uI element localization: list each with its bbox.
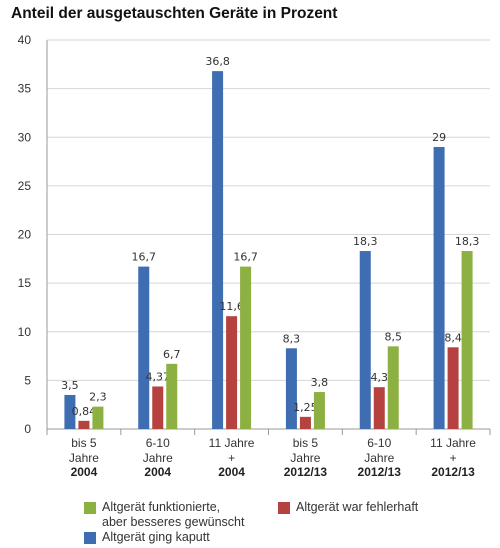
y-tick-label: 5 <box>24 373 31 387</box>
data-label: 4,3 <box>371 371 389 384</box>
bar <box>240 266 252 429</box>
bar <box>285 348 297 429</box>
y-tick-label: 40 <box>18 33 32 47</box>
x-category-label: Jahre <box>290 451 320 465</box>
data-label: 36,8 <box>205 55 230 68</box>
bar <box>433 146 445 429</box>
data-label: 3,5 <box>61 379 79 392</box>
x-category-label: 11 Jahre <box>209 436 255 450</box>
x-group-label: 2004 <box>218 465 245 479</box>
data-label: 8,5 <box>385 330 403 343</box>
data-label: 18,3 <box>353 235 378 248</box>
x-group-label: 2012/13 <box>358 465 402 479</box>
data-label: 18,3 <box>455 235 480 248</box>
data-label: 29 <box>432 131 446 144</box>
bar <box>447 347 459 429</box>
x-category-label: Jahre <box>143 451 173 465</box>
data-label: 16,7 <box>233 251 258 264</box>
y-tick-label: 10 <box>18 325 32 339</box>
bar <box>152 386 164 429</box>
legend-swatch-fehlerhaft <box>278 502 290 514</box>
y-tick-label: 25 <box>18 179 32 193</box>
bar <box>166 363 178 429</box>
data-label: 2,3 <box>89 391 107 404</box>
y-tick-label: 35 <box>18 82 32 96</box>
bar <box>78 420 90 429</box>
bar <box>313 392 325 429</box>
legend-item-funktionierte: Altgerät funktionierte, aber besseres ge… <box>84 500 244 530</box>
x-category-label: 6-10 <box>146 436 170 450</box>
legend-swatch-funktionierte <box>84 502 96 514</box>
x-category-label: + <box>450 451 457 465</box>
x-category-label: Jahre <box>69 451 99 465</box>
legend-label-funktionierte: Altgerät funktionierte, aber besseres ge… <box>102 500 245 529</box>
x-category-label: Jahre <box>364 451 394 465</box>
x-group-label: 2012/13 <box>431 465 475 479</box>
data-label: 11,6 <box>219 300 244 313</box>
legend-label-fehlerhaft: Altgerät war fehlerhaft <box>296 500 419 514</box>
bar <box>387 346 399 429</box>
x-category-label: + <box>228 451 235 465</box>
data-label: 1,25 <box>293 401 318 414</box>
x-group-label: 2012/13 <box>284 465 328 479</box>
legend-item-fehlerhaft: Altgerät war fehlerhaft <box>278 500 418 515</box>
data-label: 0,84 <box>72 405 97 418</box>
data-label: 8,4 <box>444 331 462 344</box>
data-label: 16,7 <box>132 251 157 264</box>
x-category-label: bis 5 <box>71 436 97 450</box>
bar <box>226 316 238 429</box>
y-tick-label: 0 <box>24 422 31 436</box>
x-category-label: bis 5 <box>293 436 319 450</box>
bar <box>138 266 150 429</box>
data-label: 4,37 <box>146 371 171 384</box>
chart-title: Anteil der ausgetauschten Geräte in Proz… <box>11 5 338 22</box>
bar <box>92 406 104 429</box>
x-group-label: 2004 <box>71 465 98 479</box>
bar <box>461 251 473 429</box>
legend-item-kaputt: Altgerät ging kaputt <box>84 530 210 545</box>
bar <box>299 416 311 429</box>
bar <box>212 71 224 430</box>
x-group-label: 2004 <box>144 465 171 479</box>
data-label: 3,8 <box>311 376 329 389</box>
bar <box>359 251 371 429</box>
bar <box>64 394 76 429</box>
y-tick-label: 20 <box>18 228 32 242</box>
x-category-label: 6-10 <box>367 436 391 450</box>
legend-swatch-kaputt <box>84 532 96 544</box>
data-label: 8,3 <box>283 332 301 345</box>
bar <box>373 387 385 429</box>
y-tick-label: 15 <box>18 276 32 290</box>
x-category-label: 11 Jahre <box>430 436 476 450</box>
legend-label-kaputt: Altgerät ging kaputt <box>102 530 210 544</box>
data-label: 6,7 <box>163 348 181 361</box>
y-tick-label: 30 <box>18 130 32 144</box>
